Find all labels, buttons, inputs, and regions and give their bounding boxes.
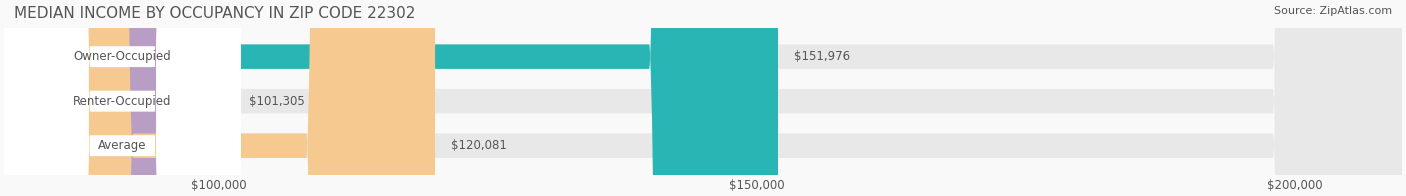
Text: $151,976: $151,976	[794, 50, 851, 63]
FancyBboxPatch shape	[4, 0, 778, 196]
FancyBboxPatch shape	[4, 0, 1402, 196]
Text: $120,081: $120,081	[451, 139, 508, 152]
Text: Renter-Occupied: Renter-Occupied	[73, 95, 172, 108]
Text: Owner-Occupied: Owner-Occupied	[73, 50, 172, 63]
FancyBboxPatch shape	[4, 0, 240, 196]
FancyBboxPatch shape	[4, 0, 1402, 196]
FancyBboxPatch shape	[4, 0, 240, 196]
Text: $101,305: $101,305	[249, 95, 305, 108]
Text: Average: Average	[98, 139, 146, 152]
FancyBboxPatch shape	[4, 0, 1402, 196]
FancyBboxPatch shape	[4, 0, 434, 196]
FancyBboxPatch shape	[4, 0, 233, 196]
Text: MEDIAN INCOME BY OCCUPANCY IN ZIP CODE 22302: MEDIAN INCOME BY OCCUPANCY IN ZIP CODE 2…	[14, 6, 415, 21]
FancyBboxPatch shape	[4, 0, 240, 196]
Text: Source: ZipAtlas.com: Source: ZipAtlas.com	[1274, 6, 1392, 16]
